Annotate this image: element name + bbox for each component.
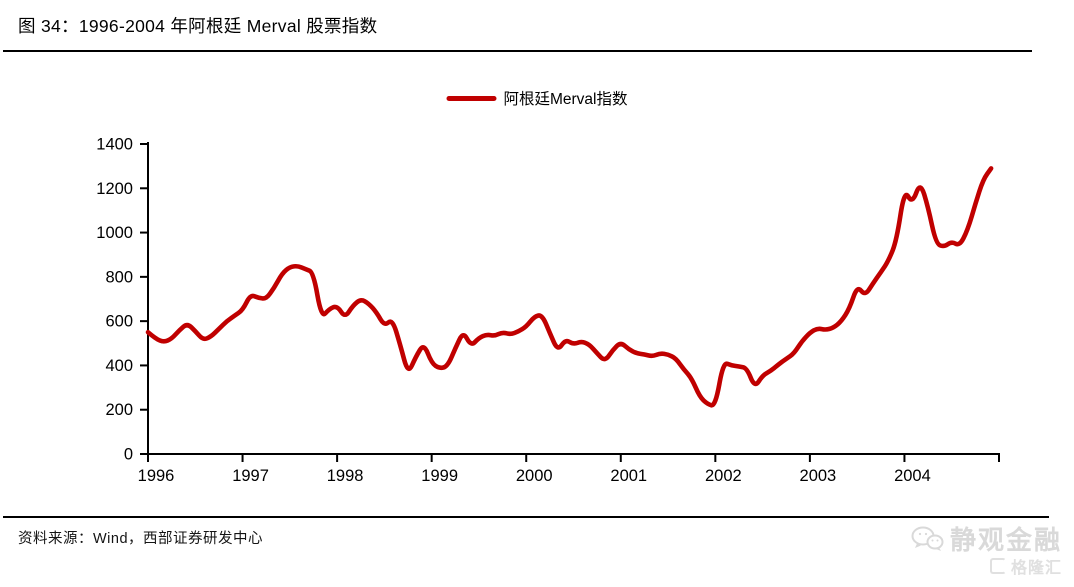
axis-tick-labels: 0 200 400 600 800 1000 1200 1400 1996 1997 1998 199… [96,136,931,486]
gelonghui-logo-icon [989,558,1006,574]
svg-text:0: 0 [124,446,133,464]
svg-text:1999: 1999 [421,467,458,485]
source-text: 资料来源：Wind，西部证券研发中心 [18,531,264,547]
title-divider [3,50,1032,52]
svg-text:2000: 2000 [516,467,553,485]
line-chart: 0 200 400 600 800 1000 1200 1400 1996 1997 1998 199… [96,136,1000,486]
wechat-watermark: 静观金融 [910,520,1062,557]
wechat-watermark-text: 静观金融 [949,525,1062,555]
chart-legend: 阿根廷Merval指数 [446,87,628,109]
svg-text:1997: 1997 [232,467,269,485]
svg-text:2004: 2004 [894,467,931,485]
svg-text:2003: 2003 [800,467,837,485]
svg-text:1400: 1400 [96,136,133,154]
svg-text:1998: 1998 [327,467,364,485]
gelonghui-watermark: 格隆汇 [989,554,1062,578]
svg-text:400: 400 [105,357,133,375]
legend-line-swatch-icon [446,95,497,101]
legend-label: 阿根廷Merval指数 [503,91,628,108]
svg-text:2002: 2002 [705,467,742,485]
svg-text:200: 200 [105,401,133,419]
gelonghui-watermark-text: 格隆汇 [1010,560,1062,577]
merval-series-line [145,166,994,408]
footer-divider [3,516,1049,518]
axis-ticks [140,143,1000,462]
chart-canvas: 0 200 400 600 800 1000 1200 1400 1996 1997 1998 199… [96,136,1000,486]
chart-title: 图 34：1996-2004 年阿根廷 Merval 股票指数 [18,16,378,36]
svg-text:600: 600 [105,313,133,331]
svg-text:800: 800 [105,268,133,286]
svg-text:1200: 1200 [96,180,133,198]
svg-text:1996: 1996 [138,467,175,485]
wechat-icon [911,526,944,551]
axes [147,142,1000,455]
svg-text:2001: 2001 [610,467,647,485]
svg-text:1000: 1000 [96,224,133,242]
